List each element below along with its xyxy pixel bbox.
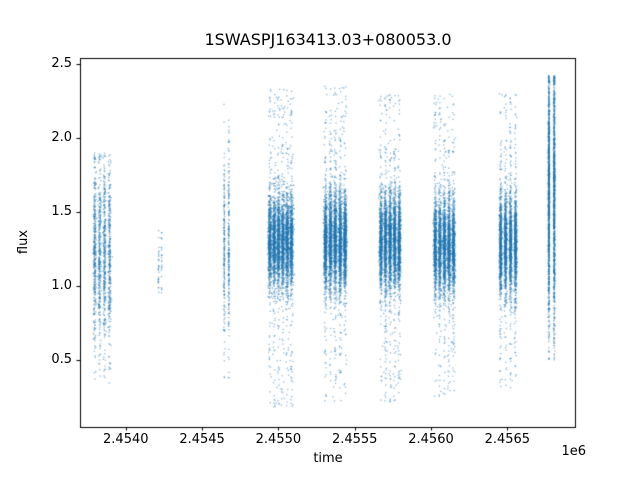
x-tick-label: 2.4545 [179,432,225,447]
y-tick-label: 0.5 [51,352,72,368]
y-axis-label: flux [16,229,31,255]
chart-title: 1SWASPJ163413.03+080053.0 [204,30,452,49]
x-tick-label: 2.4560 [408,432,454,447]
y-tick-label: 2.5 [51,55,72,71]
x-tick-label: 2.4550 [255,432,302,447]
x-axis-label: time [313,451,343,466]
x-axis-offset-label: 1e6 [561,444,586,459]
x-tick-label: 2.4540 [103,432,149,447]
x-tick-label: 2.4555 [331,432,378,447]
y-tick-label: 1.0 [51,278,72,294]
x-tick-label: 2.4565 [484,432,531,447]
y-tick-label: 2.0 [51,130,72,146]
y-tick-label: 1.5 [51,204,72,220]
